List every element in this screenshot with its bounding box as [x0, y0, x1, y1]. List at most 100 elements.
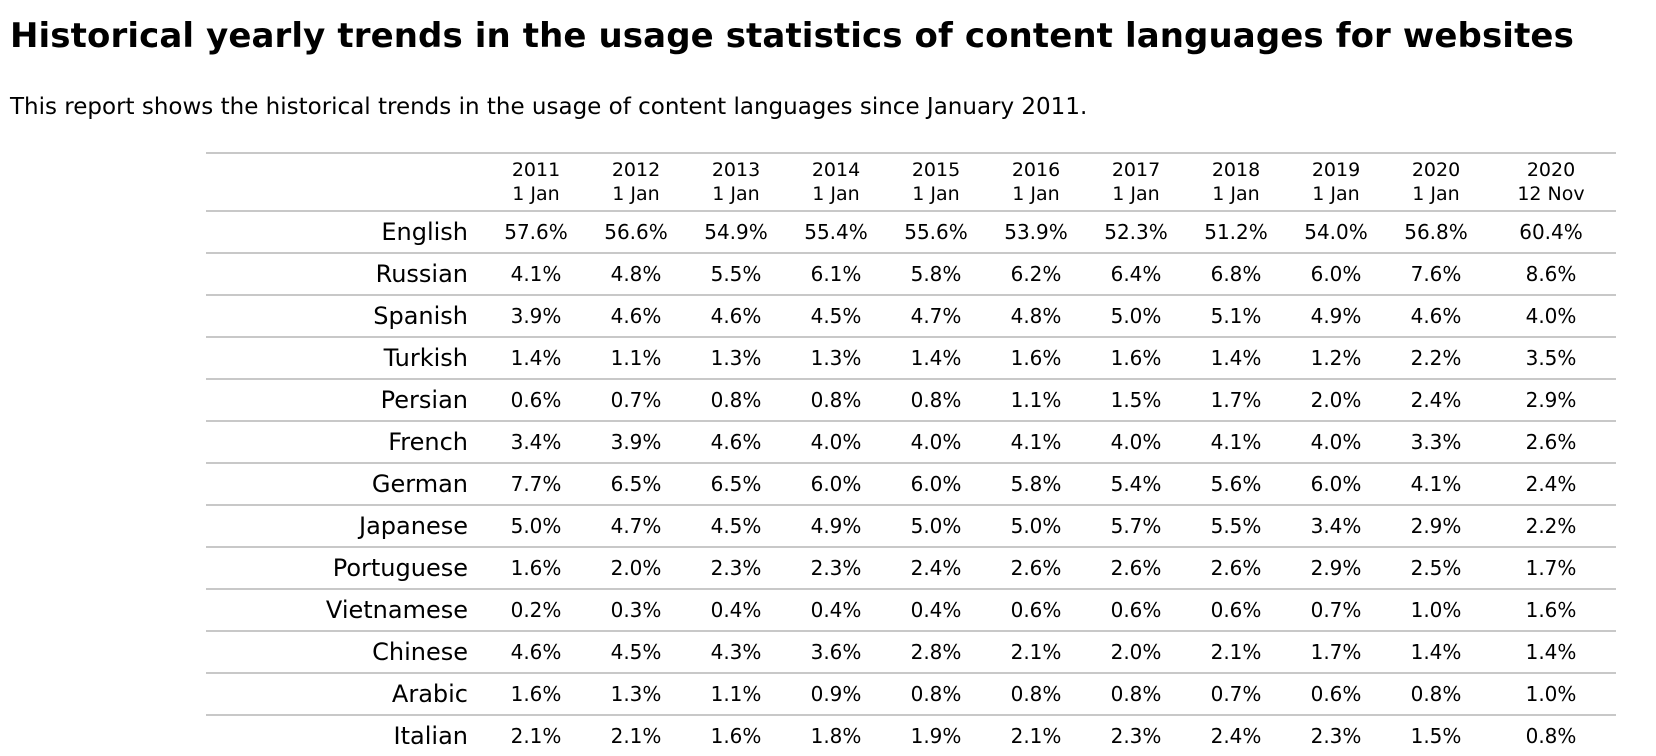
- percentage-cell: 6.1%: [786, 253, 886, 296]
- percentage-cell: 2.2%: [1486, 505, 1616, 548]
- column-header: 2016 1 Jan: [986, 153, 1086, 212]
- percentage-cell: 1.1%: [686, 673, 786, 716]
- table-row: Arabic 1.6% 1.3% 1.1% 0.9% 0.8% 0.8% 0.8% 0.7% 0.…: [206, 673, 1616, 716]
- percentage-cell: 0.6%: [1286, 673, 1386, 716]
- language-label: Portuguese: [206, 547, 486, 590]
- table-row: Russian 4.1% 4.8% 5.5% 6.1% 5.8% 6.2% 6.4% 6.8% 6…: [206, 253, 1616, 296]
- percentage-cell: 2.1%: [1010, 724, 1062, 748]
- percentage-cell: 0.8%: [986, 673, 1086, 716]
- table-row: Turkish 1.4% 1.1% 1.3% 1.3% 1.4% 1.6% 1.6% 1.4% 1…: [206, 337, 1616, 380]
- percentage-cell: 2.4%: [886, 547, 986, 590]
- percentage-cell: 1.6%: [986, 337, 1086, 380]
- percentage-cell: 2.3%: [786, 547, 886, 590]
- percentage-cell: 2.6%: [1086, 547, 1186, 590]
- table-row: German 7.7% 6.5% 6.5% 6.0% 6.0% 5.8% 5.4% 5.6% 6.…: [206, 463, 1616, 506]
- percentage-cell: 4.5%: [686, 505, 786, 548]
- column-date: 1 Jan: [612, 183, 660, 205]
- percentage-cell: 4.8%: [986, 295, 1086, 338]
- percentage-cell: 51.2%: [1186, 211, 1286, 254]
- percentage-cell: 4.6%: [686, 295, 786, 338]
- header-row: 2011 1 Jan 2012 1 Jan 2013 1 Jan 2014 1 Jan 2015…: [206, 153, 1616, 212]
- language-label: Italian: [393, 722, 468, 750]
- percentage-cell: 2.9%: [1386, 505, 1486, 548]
- percentage-cell: 4.0%: [786, 421, 886, 464]
- table-row: English 57.6% 56.6% 54.9% 55.4% 55.6% 53.9% 52.…: [206, 211, 1616, 254]
- percentage-cell: 3.9%: [586, 421, 686, 464]
- percentage-cell: 2.8%: [886, 631, 986, 674]
- table-header: 2011 1 Jan 2012 1 Jan 2013 1 Jan 2014 1 Jan 2015…: [206, 153, 1616, 212]
- percentage-cell: 4.0%: [1086, 421, 1186, 464]
- percentage-cell: 3.4%: [486, 421, 586, 464]
- column-year: 2015: [911, 159, 961, 181]
- language-trends-table: 2011 1 Jan 2012 1 Jan 2013 1 Jan 2014 1 Jan 2015…: [206, 152, 1616, 756]
- percentage-cell: 2.1%: [510, 724, 562, 748]
- percentage-cell: 5.0%: [986, 505, 1086, 548]
- percentage-cell: 6.4%: [1086, 253, 1186, 296]
- percentage-cell: 4.0%: [886, 421, 986, 464]
- percentage-cell: 0.6%: [486, 379, 586, 422]
- percentage-cell: 52.3%: [1086, 211, 1186, 254]
- percentage-cell: 4.1%: [986, 421, 1086, 464]
- column-year: 2014: [811, 159, 861, 181]
- column-header: 2019 1 Jan: [1286, 153, 1386, 212]
- column-year: 2020: [1526, 159, 1576, 181]
- percentage-cell: 2.0%: [1286, 379, 1386, 422]
- language-label: English: [206, 211, 486, 254]
- percentage-cell: 4.3%: [686, 631, 786, 674]
- percentage-cell: 1.4%: [886, 337, 986, 380]
- percentage-cell: 2.3%: [686, 547, 786, 590]
- percentage-cell: 1.6%: [1086, 337, 1186, 380]
- column-date: 1 Jan: [712, 183, 760, 205]
- percentage-cell: 2.1%: [986, 631, 1086, 674]
- percentage-cell: 1.9%: [910, 724, 962, 748]
- header-corner: [206, 153, 486, 212]
- percentage-cell: 2.3%: [1310, 724, 1362, 748]
- percentage-cell: 5.5%: [686, 253, 786, 296]
- percentage-cell: 0.8%: [886, 379, 986, 422]
- percentage-cell: 4.6%: [486, 631, 586, 674]
- column-year: 2013: [711, 159, 761, 181]
- table-row: Chinese 4.6% 4.5% 4.3% 3.6% 2.8% 2.1% 2.0% 2.1% 1…: [206, 631, 1616, 674]
- percentage-cell: 4.1%: [1186, 421, 1286, 464]
- percentage-cell: 1.4%: [1486, 631, 1616, 674]
- percentage-cell: 3.6%: [786, 631, 886, 674]
- percentage-cell: 1.7%: [1186, 379, 1286, 422]
- column-header: 2018 1 Jan: [1186, 153, 1286, 212]
- percentage-cell: 0.4%: [686, 589, 786, 632]
- language-label: Chinese: [206, 631, 486, 674]
- percentage-cell: 5.0%: [486, 505, 586, 548]
- percentage-cell: 7.6%: [1386, 253, 1486, 296]
- column-year: 2020: [1411, 159, 1461, 181]
- percentage-cell: 6.2%: [986, 253, 1086, 296]
- percentage-cell: 6.0%: [1286, 463, 1386, 506]
- column-date: 1 Jan: [1212, 183, 1260, 205]
- percentage-cell: 0.8%: [1386, 673, 1486, 716]
- language-label: French: [206, 421, 486, 464]
- language-label: Persian: [206, 379, 486, 422]
- percentage-cell: 4.1%: [1386, 463, 1486, 506]
- percentage-cell: 8.6%: [1486, 253, 1616, 296]
- percentage-cell: 0.8%: [886, 673, 986, 716]
- table-row: Vietnamese 0.2% 0.3% 0.4% 0.4% 0.4% 0.6% 0.6% 0.…: [206, 589, 1616, 632]
- percentage-cell: 4.9%: [786, 505, 886, 548]
- percentage-cell: 2.3%: [1110, 724, 1162, 748]
- percentage-cell: 3.3%: [1386, 421, 1486, 464]
- percentage-cell: 0.3%: [586, 589, 686, 632]
- column-header: 2015 1 Jan: [886, 153, 986, 212]
- column-date: 1 Jan: [512, 183, 560, 205]
- percentage-cell: 4.6%: [1386, 295, 1486, 338]
- column-header: 2017 1 Jan: [1086, 153, 1186, 212]
- percentage-cell: 5.8%: [986, 463, 1086, 506]
- percentage-cell: 0.8%: [686, 379, 786, 422]
- percentage-cell: 0.4%: [886, 589, 986, 632]
- intro-text: This report shows the historical trends …: [10, 94, 1088, 120]
- percentage-cell: 1.0%: [1386, 589, 1486, 632]
- percentage-cell: 1.4%: [1186, 337, 1286, 380]
- percentage-cell: 4.6%: [686, 421, 786, 464]
- percentage-cell: 3.4%: [1286, 505, 1386, 548]
- percentage-cell: 5.4%: [1086, 463, 1186, 506]
- language-label: Spanish: [206, 295, 486, 338]
- percentage-cell: 1.2%: [1286, 337, 1386, 380]
- percentage-cell: 57.6%: [486, 211, 586, 254]
- percentage-cell: 4.5%: [586, 631, 686, 674]
